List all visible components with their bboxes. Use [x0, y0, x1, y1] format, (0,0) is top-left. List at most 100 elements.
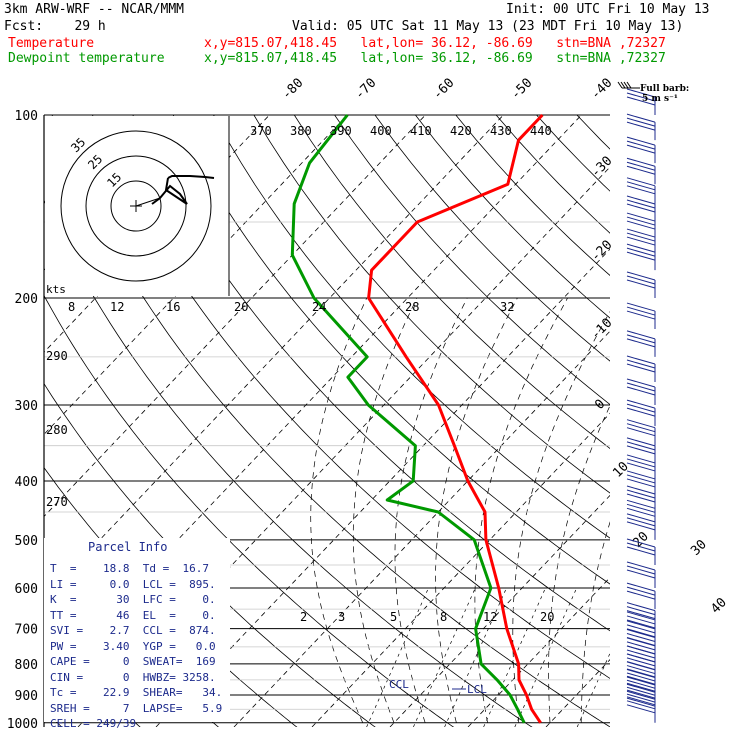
storm-motion-vector [135, 197, 161, 207]
wind-barb-flag [626, 606, 656, 616]
wind-barb-flag [626, 199, 656, 209]
isotherm [77, 166, 610, 727]
wind-barb-flag [626, 247, 656, 257]
isotherm-label: -10 [588, 316, 615, 343]
wind-barb-flag [626, 513, 656, 523]
parcel-info-row: K = 30 LFC = 0. [50, 593, 216, 606]
legend-barb-feather [623, 81, 629, 89]
moist-adiabat [675, 298, 740, 723]
isotherm-label: -50 [508, 76, 535, 103]
wind-barb-flag [626, 665, 656, 675]
wind-barb-flag [626, 619, 656, 629]
wind-barb-flag [626, 419, 656, 429]
wind-barb-flag [626, 620, 656, 630]
wind-barb-flag [626, 700, 656, 710]
dry-adiabat [213, 115, 610, 539]
barb-legend-line2: 5 m s⁻¹ [642, 94, 678, 104]
wind-barb-flag [626, 521, 656, 531]
mixing-ratio-label: 8 [440, 610, 447, 624]
legend-barb-feather [617, 81, 623, 89]
wind-barb-flag [626, 378, 656, 388]
mixing-ratio-label: 3 [338, 610, 345, 624]
wind-barb-flag [626, 507, 656, 517]
moist-adiabat [310, 297, 368, 723]
theta-label: 390 [330, 124, 352, 138]
isotherm [311, 412, 610, 727]
isotherm [44, 115, 348, 435]
wind-barb-flag [626, 586, 656, 596]
wind-barb-flag [626, 611, 656, 621]
dewpoint-profile [290, 114, 526, 724]
wind-barb-flag [626, 334, 656, 344]
wind-barb-flag [626, 628, 656, 638]
barb-legend-line1: Full barb: [640, 84, 690, 94]
theta-label: 440 [530, 124, 552, 138]
wind-barb-flag [626, 624, 656, 634]
wind-barb-flag [626, 602, 656, 612]
hodograph-speed-label: 28 [405, 300, 419, 314]
dry-adiabat [44, 199, 533, 727]
wind-barb-flag [626, 493, 656, 503]
wind-barb-flag [626, 503, 656, 513]
wind-barb-flag [626, 275, 656, 285]
parcel-info-row: TT = 46 EL = 0. [50, 608, 216, 622]
wind-barb-flag [626, 228, 656, 238]
parcel-info-row: CIN = 0 HWBZ= 3258. [50, 670, 216, 684]
hodograph-ring [60, 130, 212, 282]
wind-barb-flag [626, 569, 656, 579]
dry-adiabat [536, 115, 610, 192]
hodograph-ring [85, 155, 187, 257]
wind-barb-flag [626, 330, 656, 340]
parcel-info-row: CELL = 249/39 [50, 717, 137, 730]
temperature-profile [367, 113, 544, 724]
legend-dewpoint: Dewpoint temperature [8, 51, 165, 66]
theta-label: 380 [290, 124, 312, 138]
dry-adiabat [576, 115, 610, 150]
wind-barb-flag [626, 399, 656, 409]
wind-barb-flag [626, 232, 656, 242]
parcel-info-row: SREH = 7 LAPSE= 5.9 [50, 701, 223, 715]
mixing-ratio-line [413, 587, 476, 727]
model-title: 3km ARW-WRF -- NCAR/MMM [4, 2, 185, 17]
sounding-profiles [290, 113, 544, 724]
legend-temperature: Temperature [8, 36, 95, 51]
wind-barb-flag [626, 359, 656, 369]
dry-adiabat [132, 115, 610, 632]
dry-adiabat-label: 280 [46, 423, 68, 437]
wind-barb-flag [626, 441, 656, 451]
wind-barb-flag [626, 195, 656, 205]
moist-adiabat [474, 297, 568, 723]
theta-label: 400 [370, 124, 392, 138]
valid-time: Valid: 05 UTC Sat 11 May 13 (23 MDT Fri … [292, 19, 684, 34]
isotherm-label: 30 [688, 537, 710, 559]
wind-barb-flag [626, 615, 656, 625]
forecast-hour: Fcst: 29 h [4, 19, 106, 34]
wind-barb-flag [626, 697, 656, 707]
wind-barb-flag [626, 675, 656, 685]
wind-barb-flag [626, 470, 656, 480]
dry-adiabat [334, 115, 610, 406]
mixing-ratio-line [366, 587, 429, 727]
wind-barb-flag [626, 157, 656, 167]
wind-barb-flag [626, 338, 656, 348]
legend-barb-feather [620, 81, 626, 89]
wind-barb-flag [626, 355, 656, 365]
wind-barb-flag [626, 668, 656, 678]
wind-barb-flag [626, 478, 656, 488]
parcel-info-title: Parcel Info [88, 540, 168, 554]
wind-barb-flag [626, 165, 656, 175]
pressure-tick-label: 600 [15, 582, 38, 597]
isotherm-label: -30 [588, 154, 615, 181]
wind-barb-flag [626, 517, 656, 527]
pressure-tick-label: 900 [15, 689, 38, 704]
isotherm-label: -20 [588, 238, 615, 265]
parcel-info-panel [44, 538, 230, 722]
wind-barb-flag [626, 538, 656, 548]
wind-barb-flag [626, 144, 656, 154]
isotherm [702, 115, 740, 727]
parcel-info-row: PW = 3.40 YGP = 0.0 [50, 639, 216, 653]
wind-barb-flag [626, 306, 656, 316]
dry-adiabat [253, 115, 610, 494]
init-time: Init: 00 UTC Fri 10 May 13 [506, 2, 710, 17]
dry-adiabat [293, 115, 610, 449]
